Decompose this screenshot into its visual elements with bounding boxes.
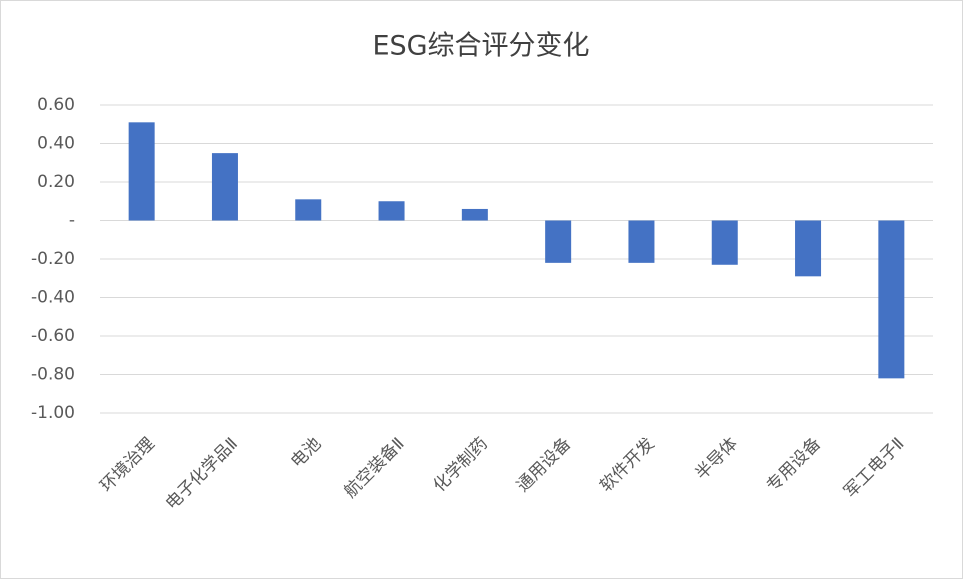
y-tick-label: -0.40: [31, 288, 75, 308]
bar: [461, 208, 488, 221]
bar: [628, 220, 655, 263]
y-tick-label: 0.20: [37, 172, 75, 192]
bar: [795, 220, 822, 277]
y-tick-label: -0.60: [31, 326, 75, 346]
y-tick-label: 0.60: [37, 95, 75, 115]
y-tick-label: 0.40: [37, 134, 75, 154]
bar: [211, 153, 238, 221]
y-tick-label: -0.80: [31, 365, 75, 385]
y-tick-label: -1.00: [31, 403, 75, 423]
y-tick-label: -0.20: [31, 249, 75, 269]
chart-title: ESG综合评分变化: [372, 31, 589, 62]
bar: [128, 122, 155, 221]
bar: [545, 220, 572, 263]
bar: [378, 201, 405, 221]
y-tick-label: -: [69, 211, 75, 231]
bar: [878, 220, 905, 379]
bar: [295, 199, 322, 221]
bar: [711, 220, 738, 265]
